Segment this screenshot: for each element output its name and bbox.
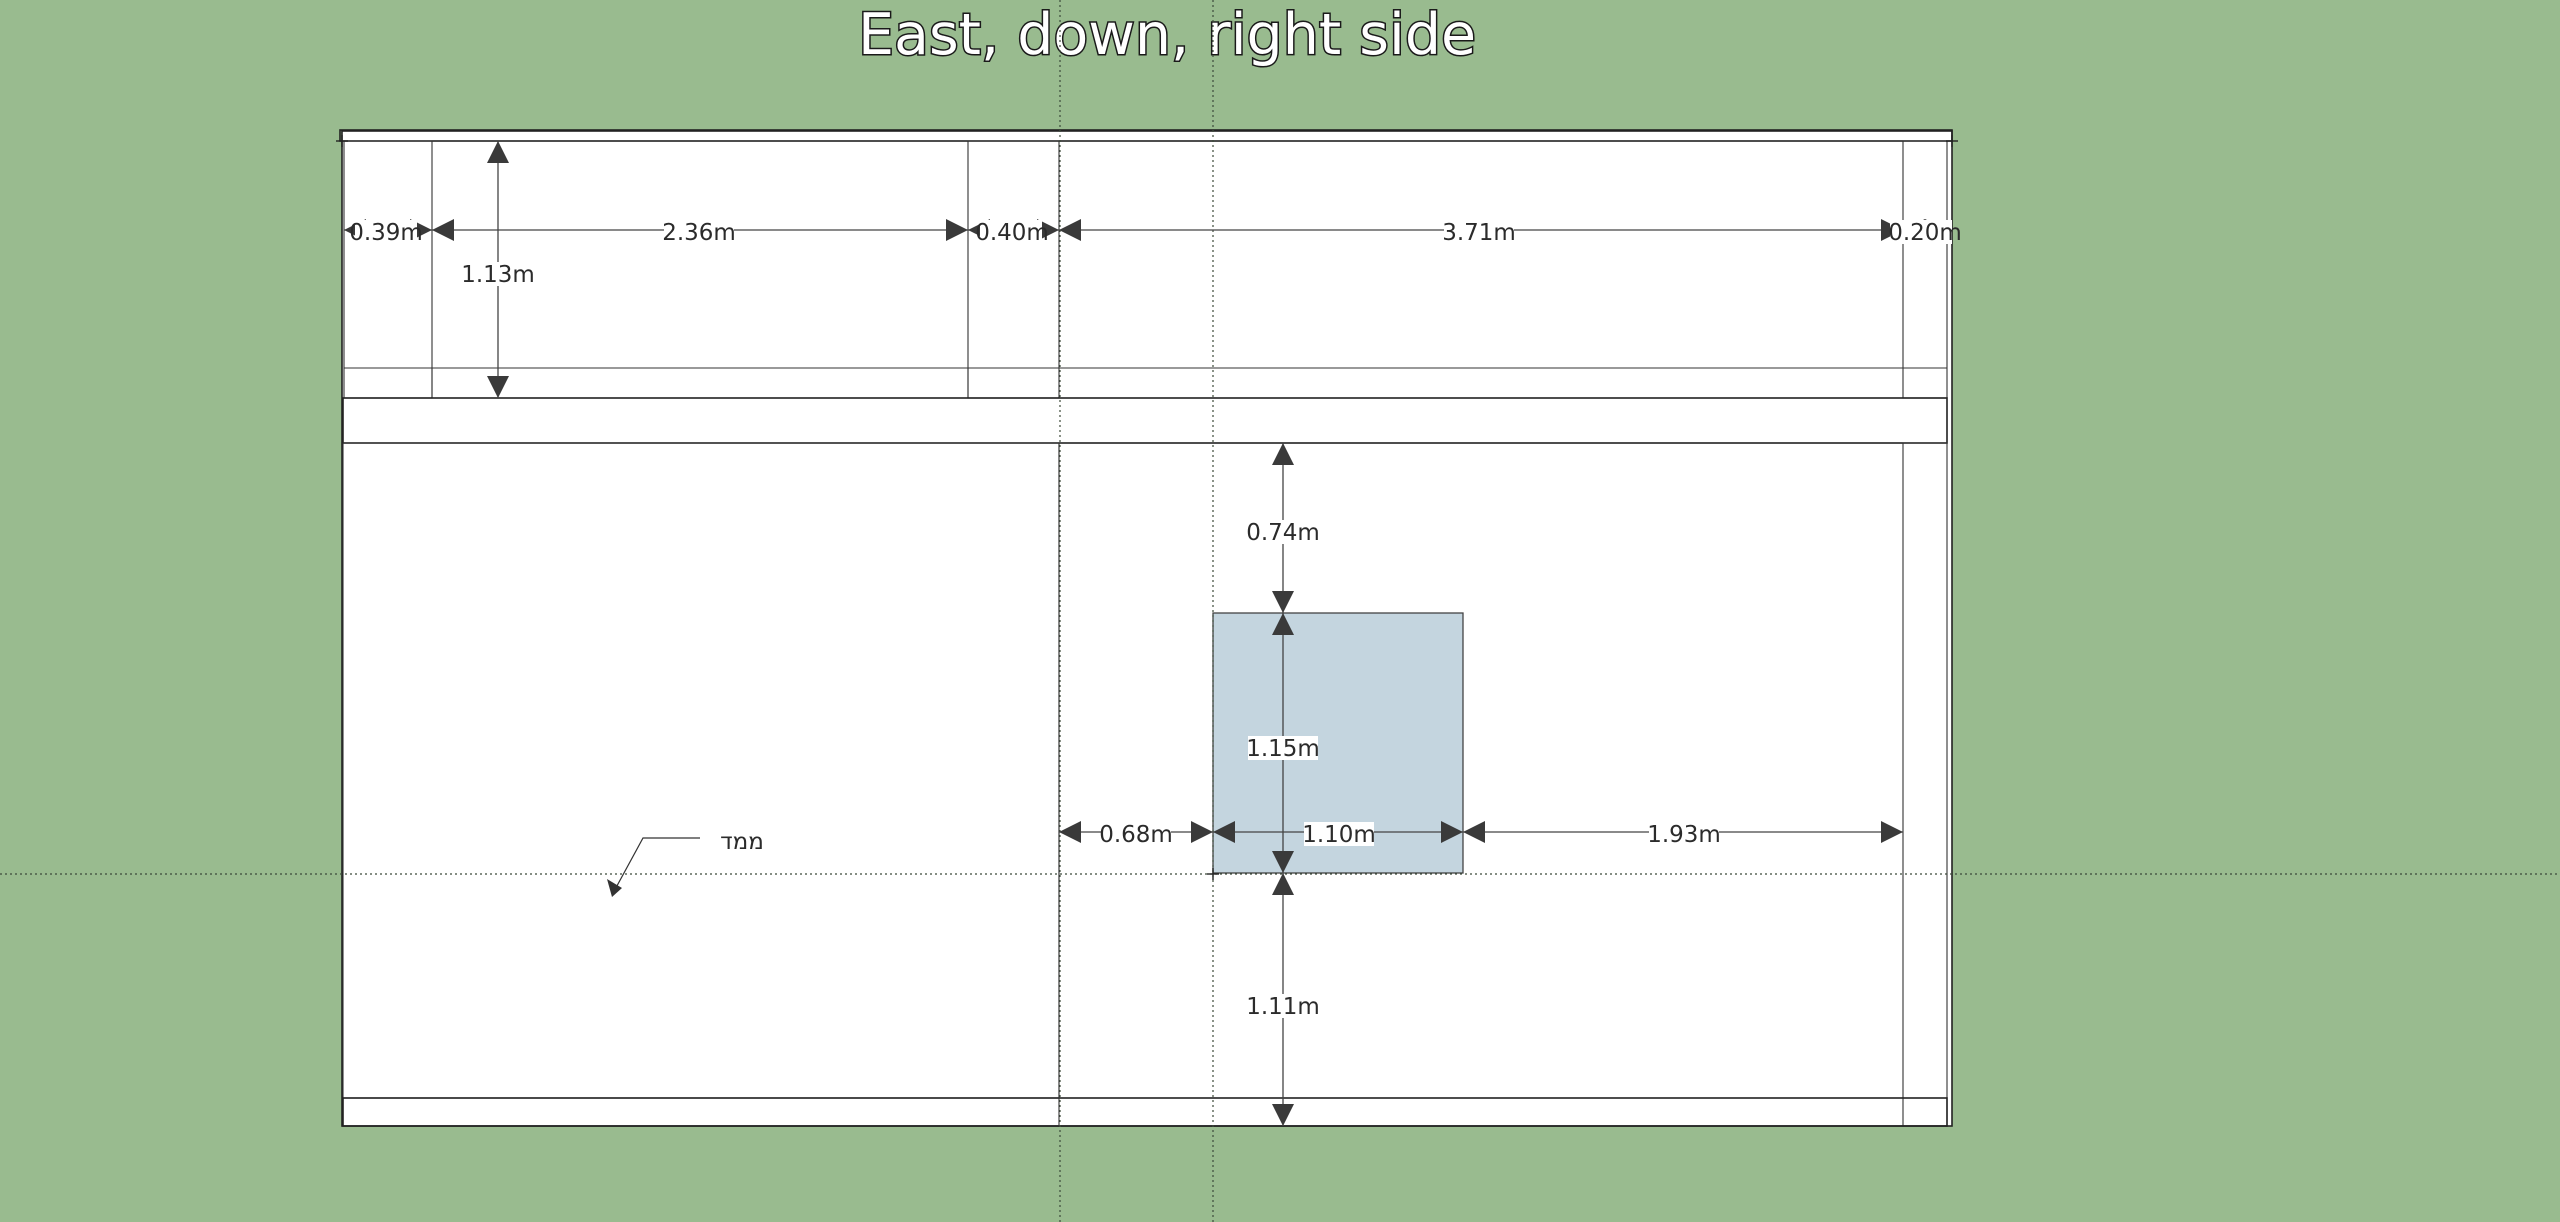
view-title: East, down, right side [858,2,1476,68]
dimension-label: 2.36m [662,220,736,246]
dimension-label: 0.39m [349,220,423,246]
dimension-label: 1.11m [1246,994,1320,1020]
dimension-label: 1.10m [1302,822,1376,848]
room-annotation: ממד [607,829,764,897]
dimension-label: 0.40m [975,220,1049,246]
origin-marks [336,135,1958,880]
room-label: ממד [720,829,764,855]
dimension-label: 3.71m [1442,220,1516,246]
dimension-label: 0.74m [1246,520,1320,546]
dimension-label: 0.68m [1099,822,1173,848]
dimension-label: 1.15m [1246,736,1320,762]
building-section [339,129,1953,1127]
dimension-label: 1.13m [461,262,535,288]
dimension-label: 1.93m [1647,822,1721,848]
dimension-label: 0.20m [1888,220,1962,246]
bottom-slab [342,1097,1948,1127]
floor-beam [342,397,1948,444]
dimension-labels: 0.39m 2.36m 0.40m 3.71m 0.20m 1.13m 0.74… [349,220,1962,1020]
